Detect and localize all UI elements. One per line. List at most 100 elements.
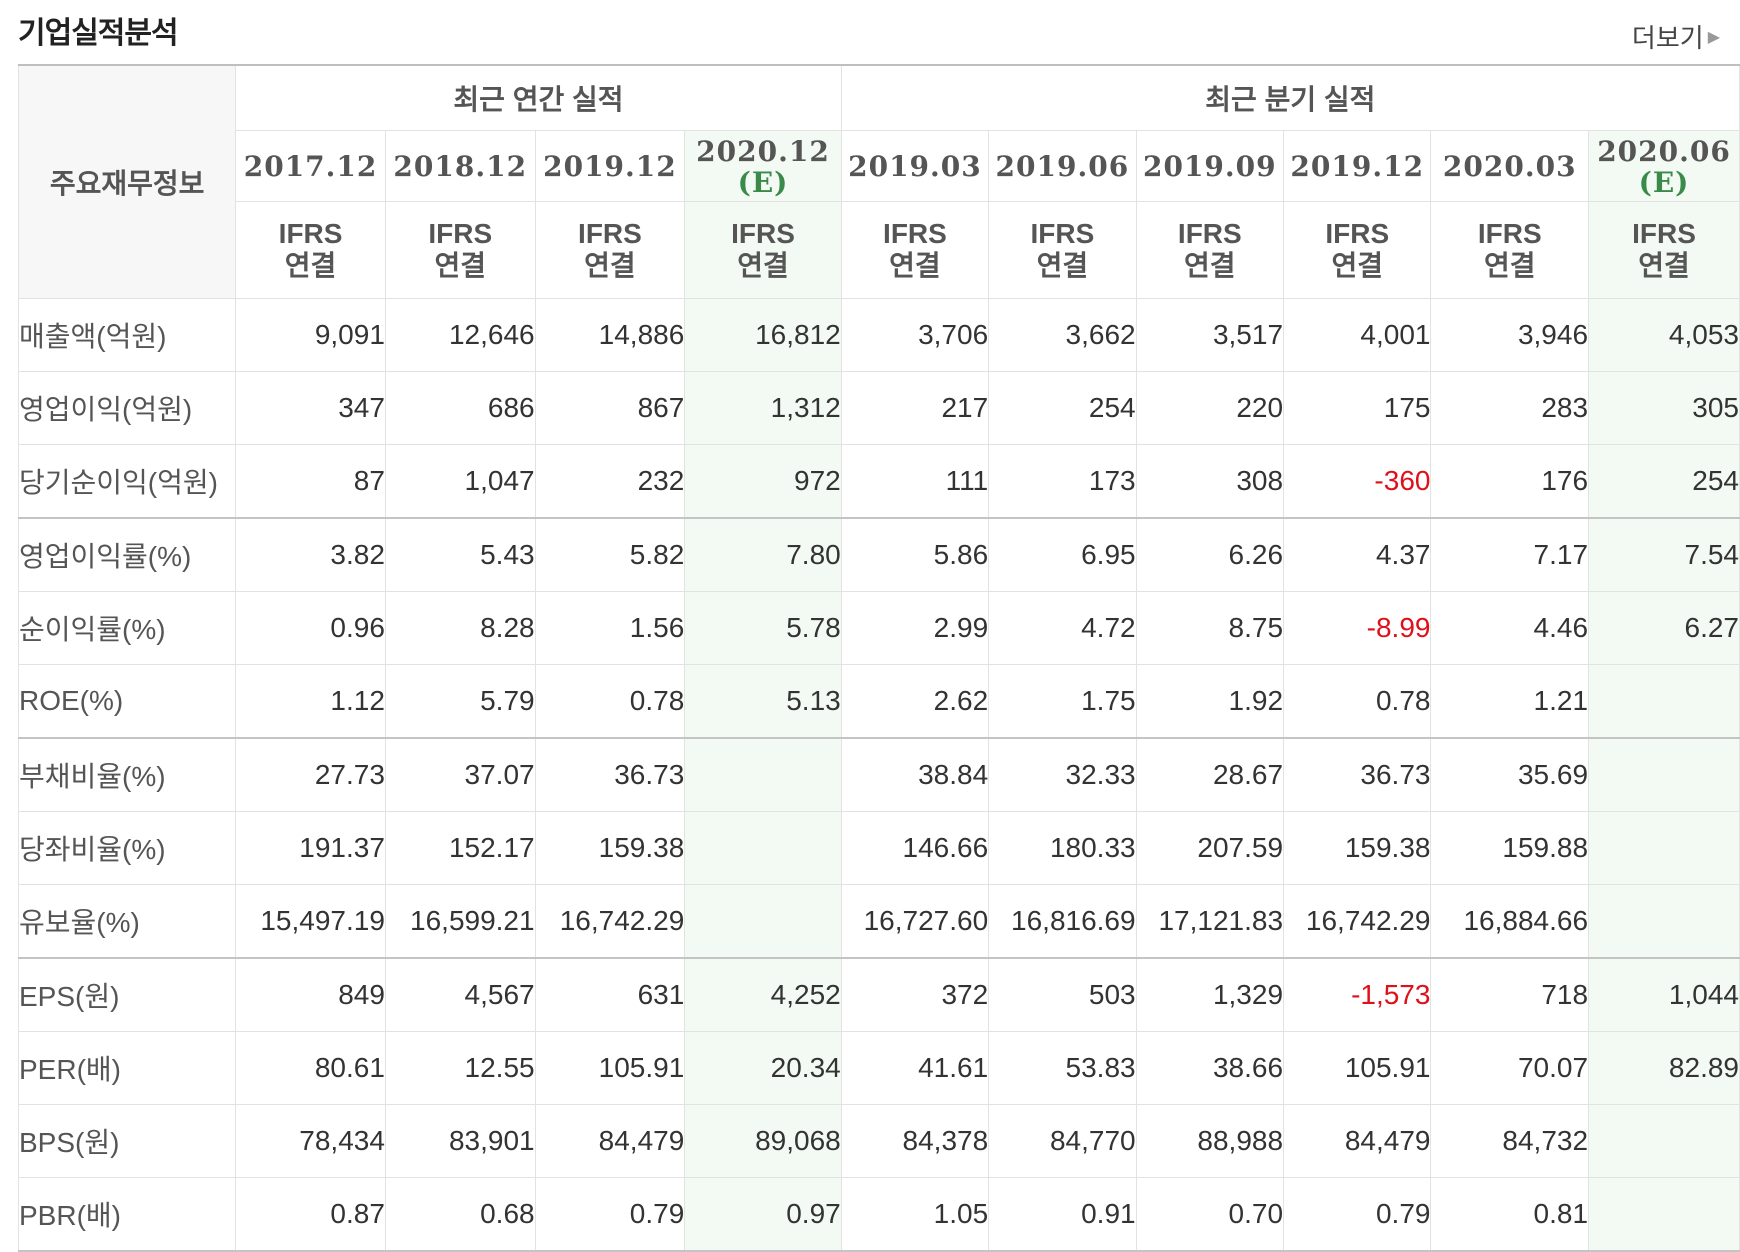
accounting-standard-header: IFRS 연결: [534, 201, 686, 299]
chevron-right-icon: ▶: [1707, 28, 1720, 46]
table-row: 영업이익률(%) 3.82 5.43 5.82 7.80 5.86 6.95 6.26 4.37…: [17, 517, 1740, 592]
period-header: 2019.12: [1283, 130, 1432, 202]
table-cell: 232: [534, 444, 686, 519]
table-cell: 16,742.29: [534, 884, 686, 959]
table-cell: 1,312: [684, 371, 842, 445]
period-date: 2020.12: [696, 134, 830, 168]
table-cell: 191.37: [235, 811, 386, 885]
table-cell: 12.55: [384, 1031, 536, 1105]
table-row: 매출액(억원) 9,091 12,646 14,886 16,812 3,706 3,662…: [17, 298, 1740, 372]
ifrs-label: IFRS: [278, 218, 343, 249]
table-cell: 3,706: [840, 298, 990, 372]
estimate-marker: (E): [737, 165, 789, 199]
period-date: 2020.03: [1442, 149, 1577, 183]
ifrs-label: IFRS: [1325, 218, 1390, 249]
table-cell: 5.82: [534, 517, 686, 592]
row-label: 매출액(억원): [17, 298, 237, 372]
estimate-marker: (E): [1638, 165, 1690, 199]
row-label: 영업이익률(%): [17, 517, 237, 592]
table-cell: [1588, 811, 1740, 885]
table-cell: 175: [1283, 371, 1432, 445]
table-cell: 0.91: [988, 1177, 1137, 1252]
table-cell: 4.72: [988, 591, 1137, 665]
table-cell: 38.84: [840, 737, 990, 812]
table-cell: 36.73: [534, 737, 686, 812]
ifrs-label: IFRS: [731, 218, 795, 249]
table-cell: 16,812: [684, 298, 842, 372]
table-cell: -1,573: [1283, 957, 1432, 1032]
table-cell: 27.73: [235, 737, 386, 812]
table-cell: 12,646: [384, 298, 536, 372]
accounting-standard-header: IFRS 연결: [840, 201, 990, 299]
table-cell: 7.17: [1430, 517, 1590, 592]
table-cell: 849: [235, 957, 386, 1032]
consolidated-label: 연결: [1184, 250, 1236, 281]
consolidated-label: 연결: [1331, 250, 1384, 281]
accounting-standard-header: IFRS 연결: [384, 201, 536, 299]
table-cell: 972: [684, 444, 842, 519]
table-cell: 105.91: [1283, 1031, 1432, 1105]
table-cell: 84,378: [840, 1104, 990, 1178]
row-label: 유보율(%): [17, 884, 237, 959]
table-cell: 159.38: [1283, 811, 1432, 885]
table-cell: 4,001: [1283, 298, 1432, 372]
row-label: 당기순이익(억원): [17, 444, 237, 519]
table-cell: 1.92: [1135, 664, 1285, 739]
period-date: 2020.06: [1597, 134, 1731, 168]
table-cell: 4,252: [684, 957, 842, 1032]
table-cell: 84,732: [1430, 1104, 1590, 1178]
table-cell: 8.75: [1135, 591, 1285, 665]
table-cell: 5.13: [684, 664, 842, 739]
table-cell: 7.80: [684, 517, 842, 592]
table-row: PER(배) 80.61 12.55 105.91 20.34 41.61 53.83 38.…: [17, 1031, 1740, 1105]
row-label: PBR(배): [17, 1177, 237, 1252]
group-header-annual: 최근 연간 실적: [235, 64, 842, 131]
table-cell: 37.07: [384, 737, 536, 812]
period-header: 2018.12: [384, 130, 536, 202]
period-date: 2018.12: [393, 149, 528, 183]
table-cell: 88,988: [1135, 1104, 1285, 1178]
table-cell: 2.62: [840, 664, 990, 739]
table-cell: 0.70: [1135, 1177, 1285, 1252]
table-cell: 36.73: [1283, 737, 1432, 812]
table-body: 매출액(억원) 9,091 12,646 14,886 16,812 3,706 3,662…: [17, 298, 1740, 1252]
table-row: 부채비율(%) 27.73 37.07 36.73 38.84 32.33 28.67 36.…: [17, 737, 1740, 812]
table-cell: 372: [840, 957, 990, 1032]
row-label: 부채비율(%): [17, 737, 237, 812]
table-cell: 159.38: [534, 811, 686, 885]
table-cell: 35.69: [1430, 737, 1590, 812]
ifrs-label: IFRS: [883, 218, 947, 249]
table-cell: 305: [1588, 371, 1740, 445]
table-cell: 347: [235, 371, 386, 445]
table-cell: 7.54: [1588, 517, 1740, 592]
row-header-label: 주요재무정보: [17, 64, 237, 299]
table-cell: 4,567: [384, 957, 536, 1032]
table-cell: 631: [534, 957, 686, 1032]
table-cell: 4.37: [1283, 517, 1432, 592]
period-header: 2020.06 (E): [1588, 130, 1740, 202]
row-label: EPS(원): [17, 957, 237, 1032]
period-date: 2019.12: [1290, 149, 1425, 183]
period-date: 2019.12: [543, 149, 677, 183]
ifrs-label: IFRS: [1477, 218, 1542, 249]
ifrs-header-row: IFRS 연결 IFRS 연결 IFRS 연결 IFRS 연결 IFRS 연결 IFRS 연결 IFRS…: [19, 201, 1740, 299]
table-cell: 220: [1135, 371, 1285, 445]
table-cell: 3,662: [988, 298, 1137, 372]
period-header: 2019.06: [988, 130, 1137, 202]
more-link[interactable]: 더보기 ▶: [1632, 18, 1720, 55]
table-cell: 4,053: [1588, 298, 1740, 372]
financial-table: 주요재무정보 최근 연간 실적 최근 분기 실적 2017.12 2018.12 2…: [17, 64, 1740, 1252]
table-cell: 14,886: [534, 298, 686, 372]
table-cell: [1588, 1104, 1740, 1178]
table-cell: 53.83: [988, 1031, 1137, 1105]
table-cell: 17,121.83: [1135, 884, 1285, 959]
table-row: 순이익률(%) 0.96 8.28 1.56 5.78 2.99 4.72 8.75 -8.99…: [17, 591, 1740, 665]
table-cell: 20.34: [684, 1031, 842, 1105]
table-cell: 159.88: [1430, 811, 1590, 885]
accounting-standard-header: IFRS 연결: [988, 201, 1137, 299]
period-date: 2019.09: [1142, 149, 1277, 183]
period-date: 2019.06: [995, 149, 1130, 183]
table-cell: 6.27: [1588, 591, 1740, 665]
consolidated-label: 연결: [737, 250, 789, 281]
table-row: 영업이익(억원) 347 686 867 1,312 217 254 220 175 283 305: [17, 371, 1740, 445]
